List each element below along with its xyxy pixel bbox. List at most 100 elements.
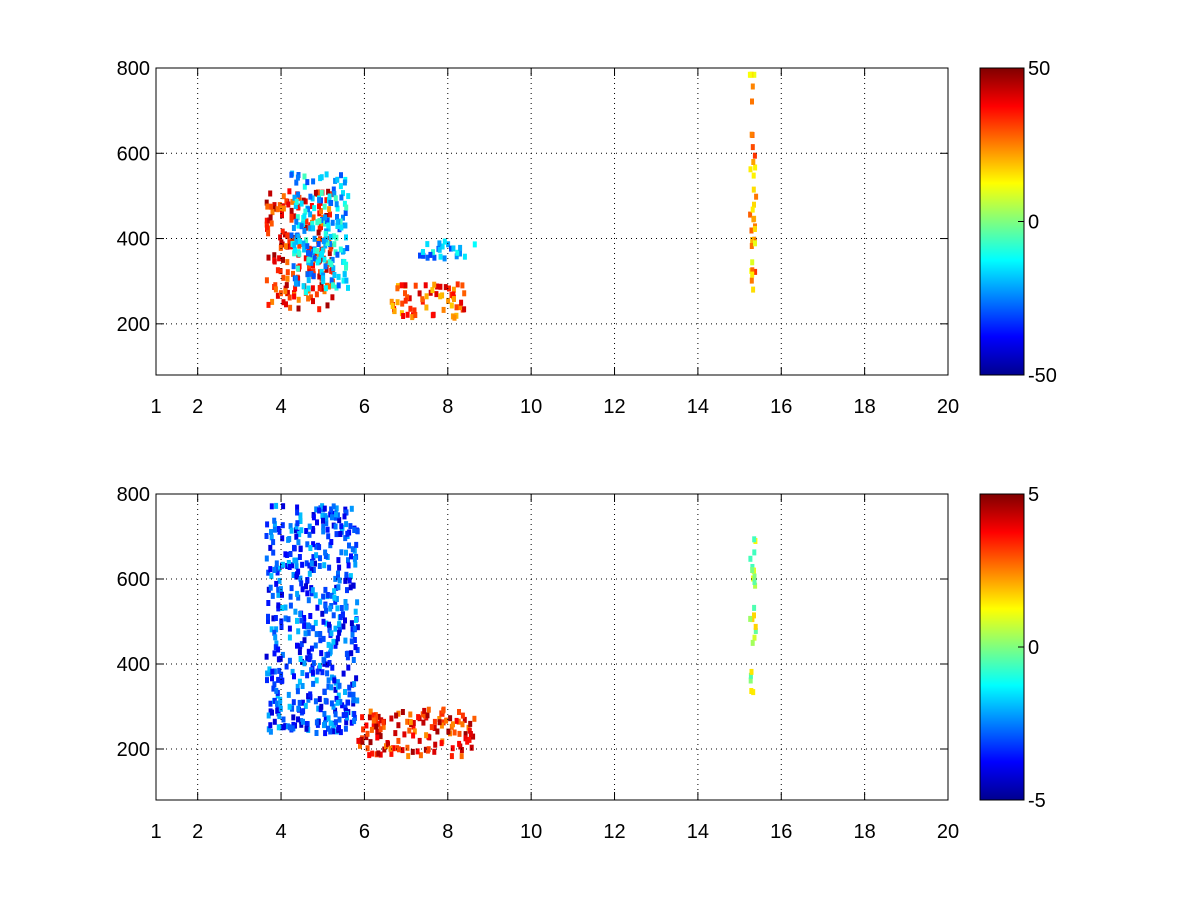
heatmap-cell: [439, 722, 444, 729]
heatmap-cell: [268, 214, 273, 221]
heatmap-cell: [333, 195, 338, 202]
heatmap-cell: [278, 696, 283, 703]
heatmap-cell: [337, 716, 342, 723]
heatmap-cell: [343, 210, 348, 216]
heatmap-cell: [451, 721, 455, 728]
colorbar-tick-label: 0: [1028, 212, 1039, 234]
heatmap-cell: [278, 655, 283, 662]
heatmap-cell: [294, 218, 299, 225]
heatmap-cell: [750, 144, 755, 151]
heatmap-cell: [272, 650, 277, 657]
heatmap-cell: [317, 273, 322, 280]
heatmap-cell: [267, 217, 272, 224]
heatmap-cell: [300, 670, 305, 676]
heatmap-cell: [292, 213, 297, 220]
heatmap-cell: [301, 283, 306, 290]
colorbar: [979, 67, 1025, 376]
heatmap-cell: [425, 254, 430, 261]
heatmap-cell: [323, 513, 328, 520]
heatmap-cell: [266, 613, 270, 620]
heatmap-cell: [300, 586, 305, 593]
heatmap-cell: [313, 698, 318, 705]
heatmap-cell: [750, 271, 755, 278]
heatmap-cell: [355, 528, 360, 535]
heatmap-cell: [275, 700, 280, 707]
heatmap-cell: [463, 735, 468, 742]
heatmap-cell: [368, 708, 373, 715]
heatmap-cell: [418, 252, 422, 259]
heatmap-cell: [289, 232, 294, 239]
heatmap-cell: [750, 567, 755, 573]
heatmap-cell: [327, 626, 332, 633]
heatmap-cell: [322, 722, 326, 729]
heatmap-cell: [304, 721, 309, 727]
heatmap-cell: [287, 625, 292, 632]
heatmap-cell: [264, 277, 269, 284]
heatmap-cell: [441, 306, 446, 313]
heatmap-cell: [301, 708, 306, 715]
x-tick-label: 16: [770, 821, 792, 843]
heatmap-cell: [330, 664, 335, 671]
heatmap-cell: [330, 282, 335, 289]
axes-box: [155, 493, 949, 801]
heatmap-cell: [335, 679, 340, 686]
heatmap-cell: [359, 737, 364, 743]
heatmap-cell: [345, 654, 350, 661]
heatmap-cell: [413, 312, 418, 318]
heatmap-cell: [468, 720, 473, 727]
heatmap-cell: [266, 230, 271, 237]
y-tick-label: 400: [117, 654, 150, 676]
heatmap-cell: [281, 274, 286, 281]
heatmap-cell: [306, 622, 310, 629]
heatmap-cell: [329, 506, 334, 513]
heatmap-cell: [300, 683, 305, 689]
heatmap-cell: [300, 699, 305, 706]
heatmap-cell: [348, 523, 353, 530]
heatmap-cell: [356, 737, 361, 744]
heatmap-cell: [290, 562, 295, 569]
heatmap-cell: [321, 618, 326, 625]
heatmap-cell: [331, 703, 336, 710]
heatmap-cell: [268, 584, 273, 591]
x-tick-label: 14: [687, 821, 709, 843]
heatmap-cell: [270, 675, 274, 682]
heatmap-cell: [298, 611, 303, 617]
heatmap-cell: [294, 199, 299, 205]
heatmap-cell: [265, 677, 269, 684]
heatmap-cell: [371, 717, 376, 724]
heatmap-cell: [310, 645, 314, 652]
heatmap-cell: [451, 291, 456, 298]
heatmap-cell: [335, 218, 340, 225]
heatmap-cell: [273, 282, 278, 289]
heatmap-cell: [297, 242, 302, 249]
heatmap-cell: [271, 685, 276, 692]
heatmap-cell: [283, 604, 288, 611]
heatmap-cell: [338, 698, 343, 705]
heatmap-cell: [285, 233, 290, 240]
heatmap-cell: [748, 555, 753, 562]
heatmap-cell: [469, 744, 474, 751]
heatmap-cell: [376, 721, 381, 727]
heatmap-cell: [352, 711, 357, 717]
heatmap-cell: [343, 535, 348, 542]
heatmap-cell: [465, 738, 470, 745]
heatmap-cell: [451, 286, 456, 293]
heatmap-cell: [280, 561, 285, 568]
heatmap-cell: [350, 546, 355, 553]
heatmap-cell: [288, 593, 293, 600]
heatmap-cell: [459, 299, 464, 306]
colorbar-tick-label: -50: [1028, 365, 1057, 387]
heatmap-cell: [317, 662, 322, 669]
heatmap-cell: [392, 308, 397, 315]
heatmap-cell: [345, 587, 349, 594]
heatmap-cell: [305, 655, 310, 662]
heatmap-cell: [320, 512, 325, 519]
heatmap-cell: [285, 275, 290, 282]
heatmap-cell: [302, 213, 307, 220]
heatmap-cell: [292, 242, 297, 249]
heatmap-cell: [295, 509, 300, 516]
heatmap-cell: [355, 647, 360, 653]
heatmap-cell: [365, 745, 370, 752]
heatmap-cell: [405, 294, 410, 301]
